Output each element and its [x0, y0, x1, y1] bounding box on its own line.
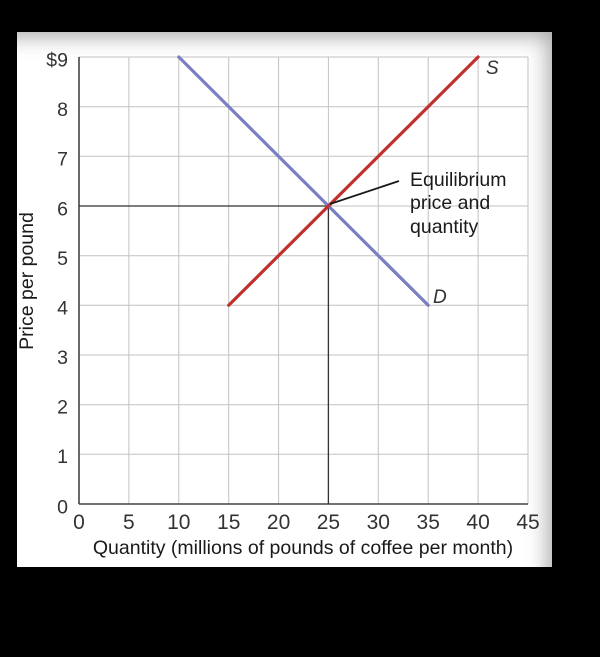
svg-text:0: 0 [73, 511, 85, 534]
svg-text:30: 30 [367, 511, 390, 534]
svg-text:price and: price and [410, 192, 490, 214]
svg-text:10: 10 [167, 511, 190, 534]
svg-text:15: 15 [217, 511, 240, 534]
svg-text:Price per pound: Price per pound [16, 212, 38, 350]
svg-text:20: 20 [267, 511, 290, 534]
svg-text:40: 40 [466, 511, 489, 534]
svg-text:7: 7 [57, 149, 68, 171]
svg-text:5: 5 [57, 248, 68, 270]
svg-text:1: 1 [57, 446, 68, 468]
svg-text:$9: $9 [46, 50, 68, 72]
svg-text:quantity: quantity [410, 216, 479, 238]
svg-text:4: 4 [57, 298, 68, 320]
svg-text:Equilibrium: Equilibrium [410, 169, 506, 191]
svg-text:2: 2 [57, 397, 68, 419]
svg-text:Quantity (millions of pounds o: Quantity (millions of pounds of coffee p… [93, 537, 513, 559]
svg-text:3: 3 [57, 347, 68, 369]
svg-text:D: D [433, 287, 447, 308]
svg-text:0: 0 [57, 497, 68, 519]
svg-text:25: 25 [317, 511, 340, 534]
svg-text:5: 5 [123, 511, 135, 534]
svg-text:45: 45 [516, 511, 539, 534]
svg-text:8: 8 [57, 99, 68, 121]
svg-text:S: S [486, 58, 499, 79]
svg-text:35: 35 [417, 511, 440, 534]
svg-text:6: 6 [57, 199, 68, 221]
